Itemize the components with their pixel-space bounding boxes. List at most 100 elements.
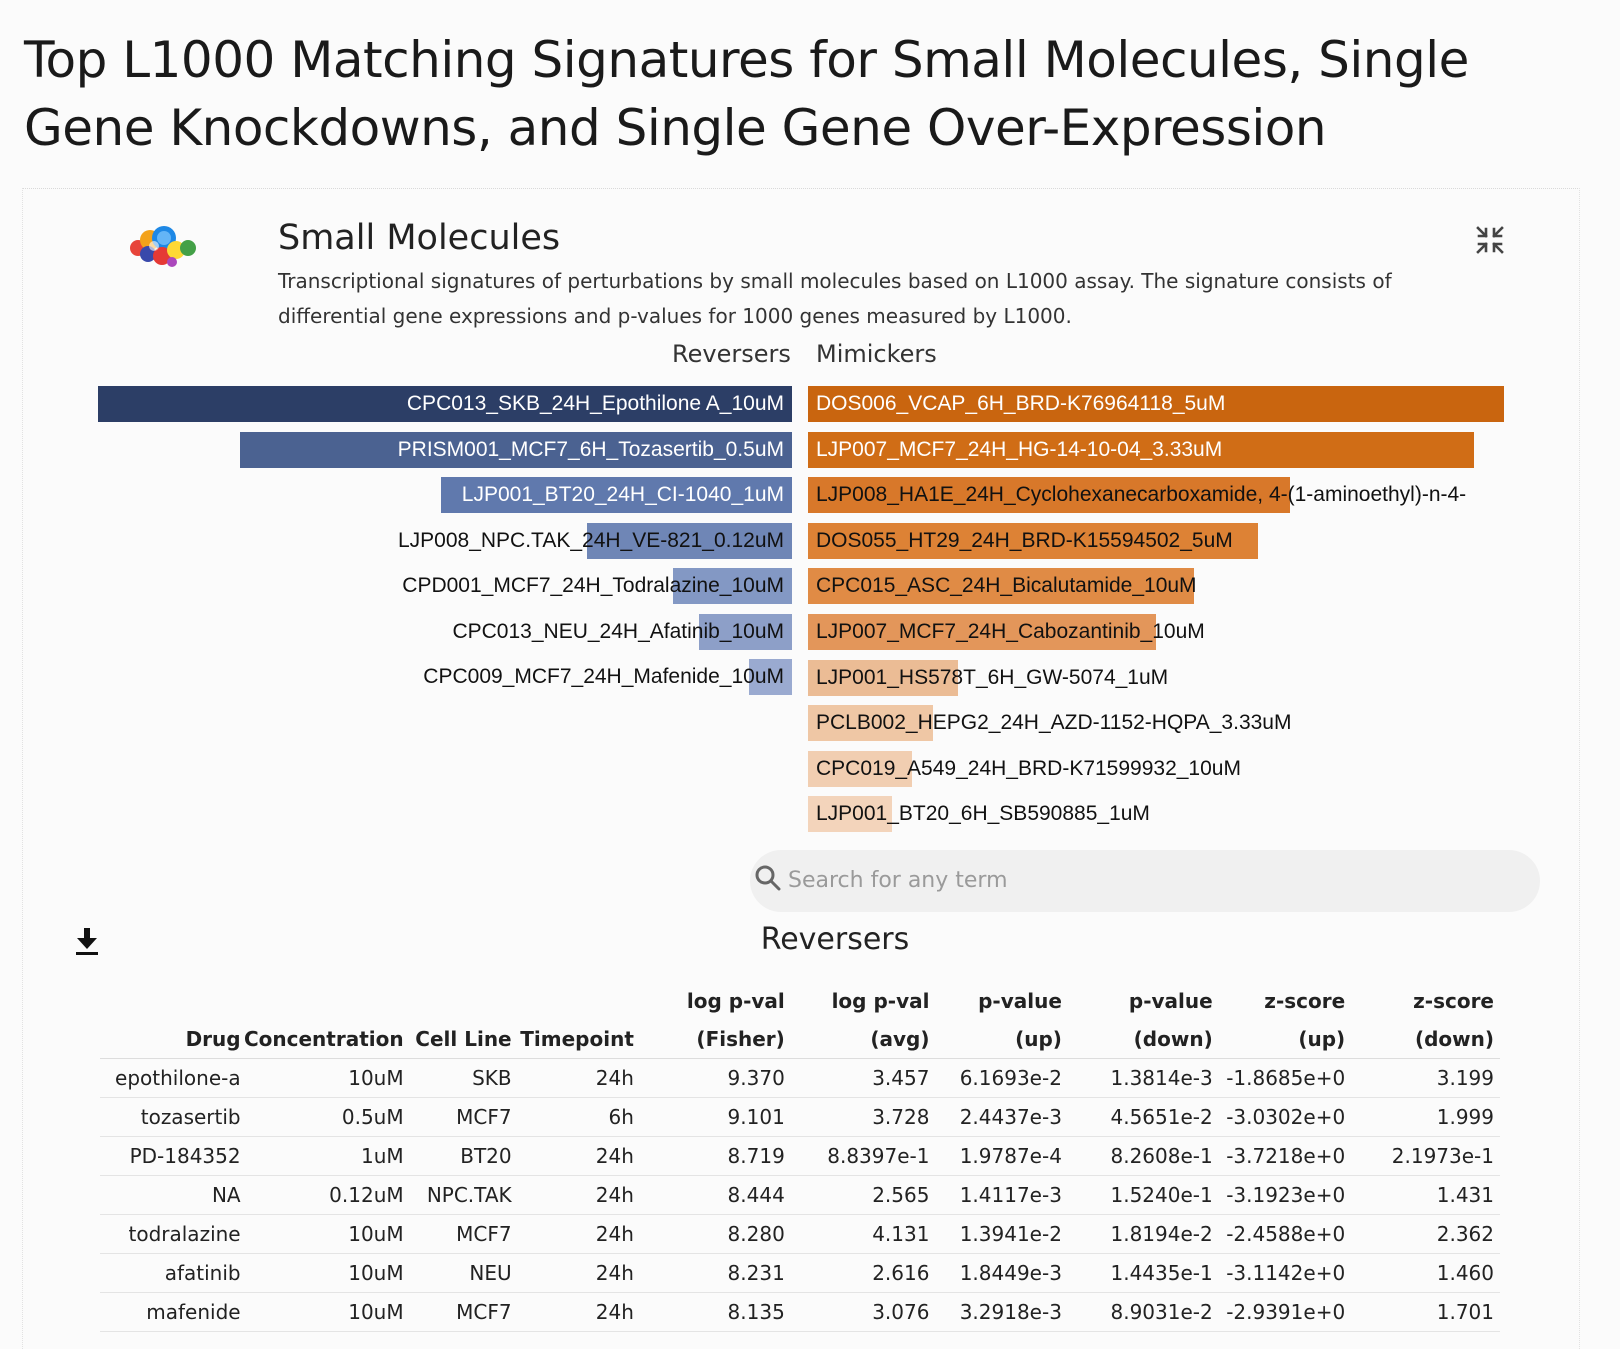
table-cell: 9.370 (633, 1058, 791, 1098)
table-cell: 1.4435e-1 (1067, 1253, 1219, 1293)
mimicker-bar[interactable]: CPC019_A549_24H_BRD-K71599932_10uM (808, 750, 1504, 787)
mimicker-bar-label: DOS055_HT29_24H_BRD-K15594502_5uM (816, 528, 1233, 552)
column-header[interactable]: z-score (down) (1351, 982, 1500, 1059)
table-cell: 8.280 (633, 1214, 791, 1254)
table-cell: MCF7 (403, 1292, 512, 1332)
column-header[interactable]: z-score (up) (1218, 982, 1352, 1059)
column-header[interactable]: log p-val (avg) (790, 982, 936, 1059)
column-header[interactable]: p-value (up) (935, 982, 1068, 1059)
table-row[interactable]: mafenide 10uM MCF7 24h 8.135 3.076 3.2918e-3 8.… (100, 1292, 1500, 1332)
reverser-bar[interactable]: CPD001_MCF7_24H_Todralazine_10uM (98, 568, 792, 604)
reverser-bar[interactable]: CPC013_NEU_24H_Afatinib_10uM (98, 613, 792, 650)
table-cell: -3.1142e+0 (1218, 1253, 1352, 1293)
column-header-text: z-score (1264, 989, 1346, 1013)
table-cell: 4.131 (790, 1214, 936, 1254)
table-cell: mafenide (100, 1292, 241, 1332)
table-row[interactable]: todralazine 10uM MCF7 24h 8.280 4.131 1.3941e-… (100, 1214, 1500, 1254)
mimicker-bar-fill (808, 568, 1195, 605)
table-cell: 1.999 (1351, 1097, 1500, 1137)
reverser-bar-label: CPC013_NEU_24H_Afatinib_10uM (452, 619, 784, 643)
table-cell: 24h (511, 1292, 634, 1332)
table-cell: 1.5240e-1 (1067, 1175, 1219, 1215)
table-cell: -3.0302e+0 (1218, 1097, 1352, 1137)
column-header-text: (down) (1414, 1027, 1494, 1051)
table-cell: 8.2608e-1 (1067, 1136, 1219, 1176)
table-cell: 3.457 (790, 1058, 936, 1098)
table-cell: SKB (403, 1058, 512, 1098)
mimicker-bar-fill (808, 431, 1475, 468)
column-header[interactable]: Cell Line (403, 982, 512, 1059)
reverser-bar-fill (586, 522, 792, 559)
table-row[interactable]: epothilone-a 10uM SKB 24h 9.370 3.457 6.1693e-… (100, 1058, 1500, 1098)
mimicker-bar[interactable]: LJP007_MCF7_24H_Cabozantinib_10uM (808, 614, 1504, 650)
table-cell: 2.1973e-1 (1351, 1136, 1500, 1176)
table-cell: 1.4117e-3 (935, 1175, 1068, 1215)
mimicker-bar-label: CPC019_A549_24H_BRD-K71599932_10uM (816, 756, 1241, 780)
mimicker-bar-fill (808, 796, 892, 833)
compress-arrows-icon[interactable] (1474, 224, 1506, 256)
table-cell: 10uM (240, 1253, 404, 1293)
reversers-table: Drug Concentration Cell Line Timepoint log p… (100, 982, 1500, 1332)
column-header[interactable]: Drug (100, 982, 241, 1059)
column-header[interactable]: Concentration (240, 982, 404, 1059)
mimicker-bar-fill (808, 705, 934, 742)
column-header[interactable]: p-value (down) (1067, 982, 1219, 1059)
mimicker-bar-fill (808, 386, 1504, 422)
table-cell: 8.9031e-2 (1067, 1292, 1219, 1332)
reverser-bar[interactable]: PRISM001_MCF7_6H_Tozasertib_0.5uM (98, 431, 792, 468)
table-cell: 24h (511, 1175, 634, 1215)
mimicker-bar[interactable]: LJP007_MCF7_24H_HG-14-10-04_3.33uM (808, 431, 1504, 468)
table-cell: 1.8449e-3 (935, 1253, 1068, 1293)
table-row[interactable]: tozasertib 0.5uM MCF7 6h 9.101 3.728 2.4437e-3… (100, 1097, 1500, 1137)
column-header-text: (down) (1133, 1027, 1213, 1051)
table-cell: 24h (511, 1253, 634, 1293)
reverser-bar-label: LJP008_NPC.TAK_24H_VE-821_0.12uM (397, 528, 784, 552)
search-input[interactable] (786, 862, 1510, 898)
table-cell: 24h (511, 1058, 634, 1098)
mimicker-bar-fill (808, 614, 1156, 650)
table-row[interactable]: PD-184352 1uM BT20 24h 8.719 8.8397e-1 1.9787e… (100, 1136, 1500, 1176)
table-cell: BT20 (403, 1136, 512, 1176)
reverser-bar[interactable]: LJP001_BT20_24H_CI-1040_1uM (98, 477, 792, 513)
download-icon[interactable] (74, 926, 100, 956)
table-cell: -1.8685e+0 (1218, 1058, 1352, 1098)
mimicker-bar[interactable]: LJP001_BT20_6H_SB590885_1uM (808, 796, 1504, 833)
mimicker-bar-fill (808, 750, 913, 787)
column-header-text: (up) (1015, 1027, 1062, 1051)
table-cell: 8.8397e-1 (790, 1136, 936, 1176)
mimicker-bar-fill (808, 659, 959, 696)
column-header[interactable]: Timepoint (511, 982, 634, 1059)
table-row[interactable]: afatinib 10uM NEU 24h 8.231 2.616 1.8449e-3 1.4… (100, 1253, 1500, 1293)
reverser-bar-label: CPC013_SKB_24H_Epothilone A_10uM (406, 392, 784, 415)
reverser-bar[interactable]: CPC009_MCF7_24H_Mafenide_10uM (98, 659, 792, 695)
mimicker-bar[interactable]: LJP008_HA1E_24H_Cyclohexanecarboxamide, … (808, 477, 1504, 514)
mimicker-bar[interactable]: LJP001_HS578T_6H_GW-5074_1uM (808, 659, 1504, 696)
table-cell: 8.444 (633, 1175, 791, 1215)
column-header-text: p-value (978, 989, 1062, 1013)
mimicker-bar[interactable]: DOS055_HT29_24H_BRD-K15594502_5uM (808, 522, 1504, 559)
column-header-text: Timepoint (520, 1027, 634, 1051)
column-header[interactable]: log p-val (Fisher) (633, 982, 791, 1059)
page-title: Top L1000 Matching Signatures for Small … (24, 31, 1469, 157)
column-header-text: (up) (1298, 1027, 1346, 1051)
column-header-text: log p-val (686, 989, 785, 1013)
mimicker-bar-label: LJP001_BT20_6H_SB590885_1uM (816, 802, 1150, 826)
table-cell: 1.3814e-3 (1067, 1058, 1219, 1098)
reverser-bar[interactable]: LJP008_NPC.TAK_24H_VE-821_0.12uM (98, 522, 792, 559)
column-header-text: (avg) (870, 1027, 930, 1051)
mimicker-bar-fill (808, 522, 1258, 559)
table-cell: 10uM (240, 1292, 404, 1332)
mimicker-bar[interactable]: CPC015_ASC_24H_Bicalutamide_10uM (808, 568, 1504, 605)
mimicker-bar[interactable]: PCLB002_HEPG2_24H_AZD-1152-HQPA_3.33uM (808, 705, 1504, 742)
table-cell: -3.1923e+0 (1218, 1175, 1352, 1215)
table-cell: 8.719 (633, 1136, 791, 1176)
mimicker-bar-label: LJP001_HS578T_6H_GW-5074_1uM (816, 665, 1169, 689)
mimicker-bar-label: CPC015_ASC_24H_Bicalutamide_10uM (816, 574, 1197, 598)
table-cell: 10uM (240, 1058, 404, 1098)
table-cell: 1.431 (1351, 1175, 1500, 1215)
mimicker-bar[interactable]: DOS006_VCAP_6H_BRD-K76964118_5uM (808, 386, 1504, 422)
table-cell: -3.7218e+0 (1218, 1136, 1352, 1176)
table-row[interactable]: NA 0.12uM NPC.TAK 24h 8.444 2.565 1.4117e-3 1.5… (100, 1175, 1500, 1215)
reverser-bar[interactable]: CPC013_SKB_24H_Epothilone A_10uM (98, 386, 792, 422)
table-cell: 1.3941e-2 (935, 1214, 1068, 1254)
